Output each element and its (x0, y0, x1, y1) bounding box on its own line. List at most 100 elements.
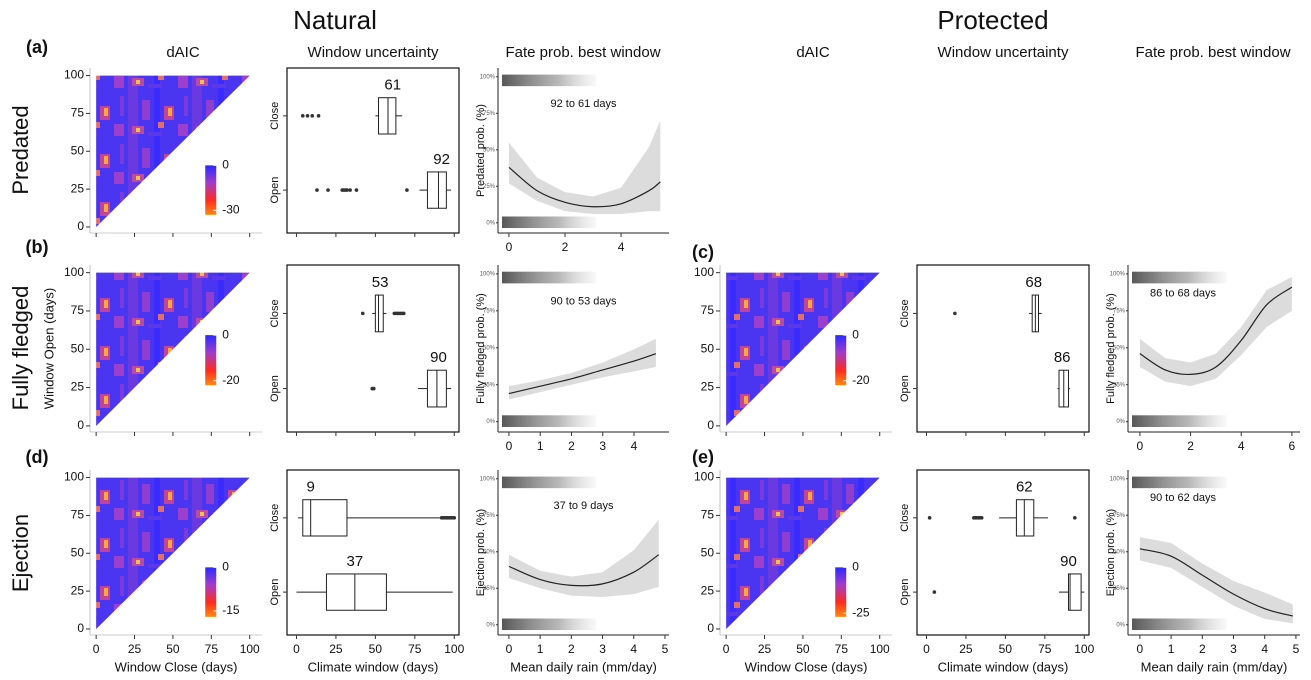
outlier (348, 188, 352, 192)
row-label: Ejection (8, 514, 33, 592)
y-tick-label: 75% (483, 308, 496, 314)
x-axis-label: Window Close (days) (115, 659, 238, 674)
y-tick-label: 25% (483, 586, 496, 592)
panel-frame (916, 264, 1090, 433)
category-label: Open (899, 579, 911, 606)
y-tick-label: 50% (483, 549, 496, 555)
colorbar-label: -20 (852, 373, 870, 387)
x-tick-label: 75 (835, 642, 849, 656)
y-tick-label: 50% (1113, 345, 1126, 351)
x-tick-label: 2 (568, 642, 575, 656)
y-tick-label: 100% (1110, 476, 1126, 482)
x-tick-label: 25 (128, 642, 142, 656)
outlier (405, 188, 409, 192)
rug (502, 476, 597, 489)
outlier (953, 311, 957, 316)
row-label: Fully fledged (8, 286, 33, 411)
colorbar (205, 567, 217, 617)
confidence-band (508, 120, 661, 215)
x-tick-label: 4 (1238, 439, 1245, 453)
colorbar (205, 165, 217, 215)
best-window-label: 86 (1054, 349, 1071, 366)
y-tick-label: 100% (480, 476, 496, 482)
x-tick-label: 2 (1187, 439, 1194, 453)
rug (502, 271, 597, 284)
y-tick-label: 25% (483, 382, 496, 388)
column-title: Window uncertainty (308, 44, 439, 61)
y-tick-label: 50 (701, 545, 715, 559)
y-axis-label: Ejection prob. (%) (475, 509, 487, 596)
x-tick-label: 50 (796, 642, 810, 656)
y-tick-label: 100% (480, 271, 496, 277)
x-tick-label: 0 (723, 642, 730, 656)
x-tick-label: 4 (630, 642, 637, 656)
colorbar-label: 0 (222, 560, 229, 574)
y-axis-label: Fully fledged prob. (%) (1105, 293, 1117, 404)
colorbar-label: 0 (852, 327, 859, 341)
x-axis-label: Climate window (days) (308, 659, 439, 674)
y-tick-label: 100 (694, 470, 714, 484)
y-tick-label: 100 (64, 265, 84, 279)
outlier (354, 188, 359, 192)
rug (502, 415, 597, 427)
y-tick-label: 50 (71, 545, 85, 559)
fit-line (508, 166, 661, 208)
x-tick-label: 3 (599, 439, 606, 453)
heatmap-area (96, 75, 250, 227)
x-tick-label: 4 (1261, 642, 1268, 656)
rug (1132, 476, 1227, 489)
y-tick-label: 50% (483, 147, 496, 153)
outlier (401, 311, 406, 316)
heatmap-area (726, 477, 880, 629)
y-tick-label: 25 (71, 181, 85, 195)
y-tick-label: 75 (71, 508, 85, 522)
rug (502, 74, 597, 87)
best-window-label: 90 (1060, 553, 1077, 570)
y-tick-label: 25 (701, 583, 715, 597)
outlier (326, 188, 330, 192)
x-tick-label: 100 (870, 642, 890, 656)
category-label: Open (899, 375, 911, 402)
x-tick-label: 0 (1137, 642, 1144, 656)
best-window-label: 9 (306, 479, 314, 496)
outlier (316, 114, 321, 118)
x-tick-label: 0 (1137, 439, 1144, 453)
heatmap-area (726, 272, 880, 426)
y-tick-label: 75% (483, 111, 496, 117)
best-window-label: 68 (1025, 274, 1042, 291)
x-tick-label: 4 (631, 439, 638, 453)
colorbar (205, 335, 217, 386)
outlier (315, 188, 319, 192)
y-tick-label: 0 (707, 621, 714, 635)
x-tick-label: 1 (537, 642, 544, 656)
y-tick-label: 0% (486, 622, 495, 628)
box (1067, 573, 1082, 611)
category-label: Close (899, 504, 911, 532)
x-tick-label: 25 (758, 642, 772, 656)
y-tick-label: 0% (1116, 622, 1125, 628)
heatmap-area (96, 272, 250, 426)
best-window-label: 61 (384, 77, 401, 94)
confidence-band (1139, 276, 1292, 387)
colorbar-label: 0 (222, 327, 229, 341)
heatmap-area (96, 477, 250, 629)
y-tick-label: 75% (1113, 308, 1126, 314)
best-window-label: 92 (433, 151, 450, 168)
x-tick-label: 6 (1289, 439, 1296, 453)
y-tick-label: 0 (77, 621, 84, 635)
outlier (932, 590, 937, 594)
box (1015, 499, 1035, 537)
y-tick-label: 50 (71, 143, 85, 157)
panel-letter: (c) (692, 242, 714, 262)
y-tick-label: 0 (77, 418, 84, 432)
y-tick-label: 75 (701, 508, 715, 522)
row-label: Predated (8, 105, 33, 194)
colorbar-label: -15 (222, 603, 240, 617)
y-tick-label: 100 (64, 68, 84, 82)
y-tick-label: 25% (1113, 586, 1126, 592)
x-axis-label: Mean daily rain (mm/day) (1141, 659, 1288, 674)
fit-line (508, 554, 660, 587)
category-label: Close (899, 299, 911, 327)
y-axis-label: Window Open (days) (41, 288, 56, 409)
annotation: 90 to 53 days (550, 296, 617, 308)
